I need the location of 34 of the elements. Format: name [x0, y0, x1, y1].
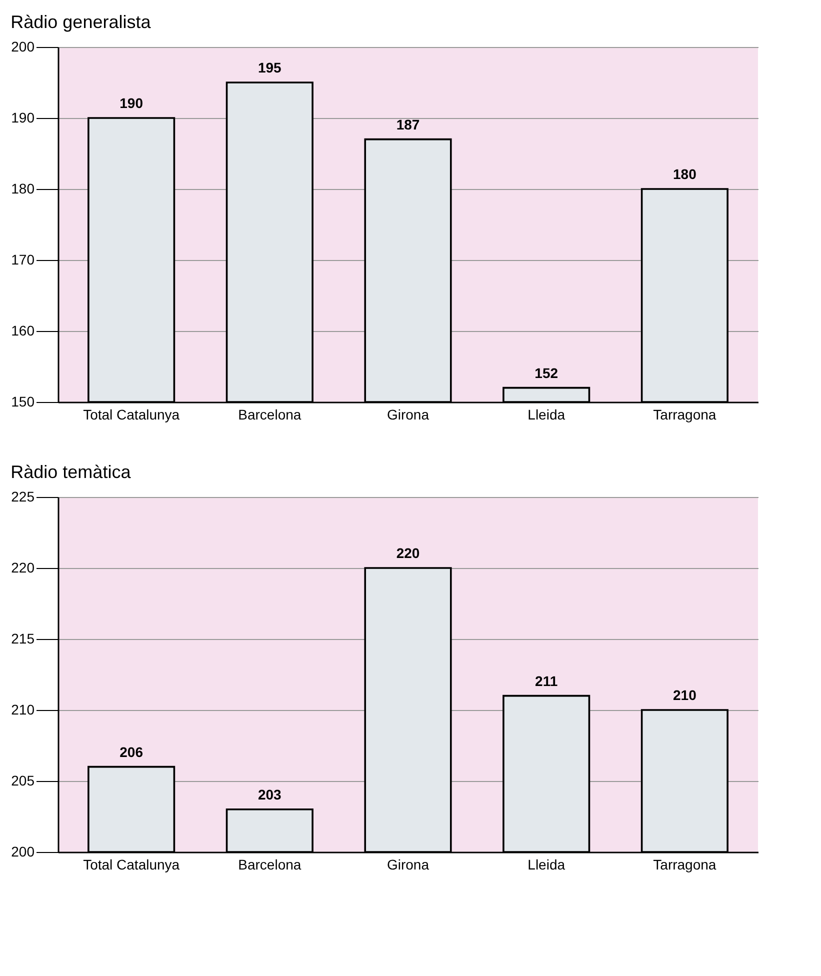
data-label: 180: [673, 166, 697, 182]
y-tick-label: 210: [11, 702, 35, 718]
y-tick-label: 150: [11, 394, 35, 410]
x-tick-label: Tarragona: [653, 406, 716, 422]
x-tick-label: Girona: [386, 856, 430, 872]
y-tick-label: 180: [11, 180, 35, 196]
y-tick-label: 215: [11, 630, 35, 646]
y-tick-label: 200: [11, 844, 35, 860]
x-tick-label: Barcelona: [238, 406, 302, 422]
y-tick-label: 200: [11, 38, 35, 54]
data-label: 195: [258, 60, 282, 76]
y-tick-label: 170: [11, 252, 35, 268]
x-tick-label: Barcelona: [238, 856, 302, 872]
data-label: 152: [534, 364, 558, 381]
x-tick-label: Total Catalunya: [83, 856, 180, 872]
chart-title: Ràdio generalista: [10, 12, 152, 32]
data-label: 190: [120, 95, 144, 111]
data-label: 210: [673, 687, 697, 703]
y-tick-label: 225: [11, 488, 35, 504]
data-label: 187: [396, 116, 420, 132]
x-tick-label: Tarragona: [653, 856, 716, 872]
data-label: 220: [396, 545, 420, 561]
x-tick-label: Total Catalunya: [83, 406, 180, 422]
data-label: 206: [120, 744, 144, 760]
data-label: 203: [258, 786, 282, 802]
x-tick-label: Lleida: [528, 406, 566, 422]
chart-title: Ràdio temàtica: [10, 462, 132, 482]
y-tick-label: 205: [11, 772, 35, 788]
x-tick-label: Girona: [386, 406, 430, 422]
y-tick-label: 190: [11, 110, 35, 126]
y-tick-label: 160: [11, 322, 35, 338]
x-tick-label: Lleida: [528, 856, 566, 872]
y-tick-label: 220: [11, 560, 35, 576]
data-label: 211: [535, 672, 558, 689]
